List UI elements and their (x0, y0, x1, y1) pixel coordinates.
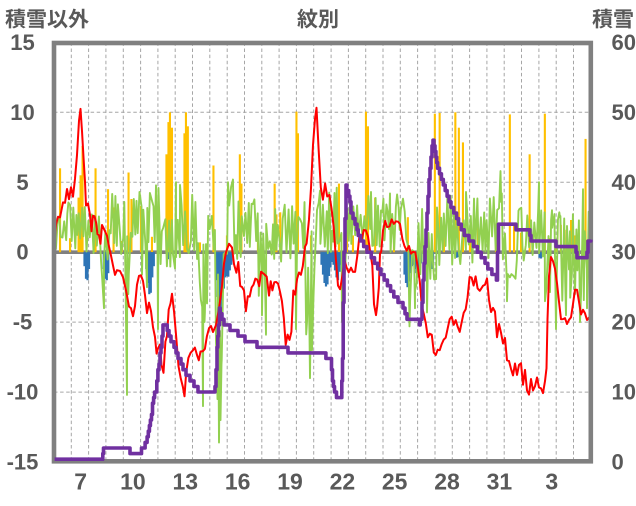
svg-text:16: 16 (225, 469, 251, 495)
svg-text:25: 25 (382, 469, 408, 495)
svg-text:3: 3 (545, 469, 558, 495)
svg-text:0: 0 (612, 450, 624, 475)
svg-text:10: 10 (10, 100, 34, 125)
svg-text:13: 13 (173, 469, 199, 495)
svg-text:50: 50 (612, 100, 636, 125)
svg-text:20: 20 (612, 310, 636, 335)
svg-text:5: 5 (16, 170, 28, 195)
svg-text:10: 10 (612, 380, 636, 405)
svg-text:31: 31 (487, 469, 513, 495)
svg-text:19: 19 (277, 469, 303, 495)
svg-text:28: 28 (434, 469, 460, 495)
svg-text:40: 40 (612, 170, 636, 195)
svg-text:-15: -15 (7, 450, 39, 475)
svg-text:7: 7 (74, 469, 87, 495)
svg-text:-10: -10 (7, 380, 39, 405)
svg-text:60: 60 (612, 30, 636, 55)
svg-text:0: 0 (16, 240, 28, 265)
svg-text:22: 22 (330, 469, 356, 495)
svg-text:15: 15 (10, 30, 34, 55)
svg-text:10: 10 (120, 469, 146, 495)
svg-text:-5: -5 (13, 310, 33, 335)
svg-text:30: 30 (612, 240, 636, 265)
